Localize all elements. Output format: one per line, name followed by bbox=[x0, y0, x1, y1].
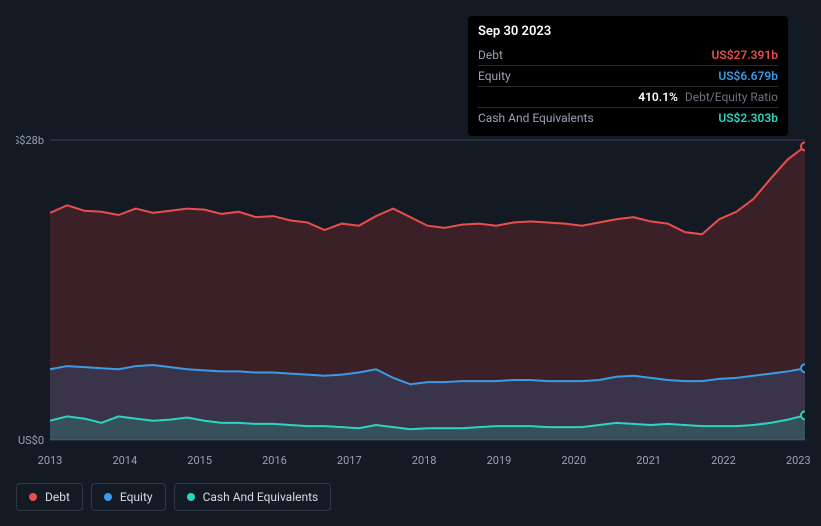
legend-item[interactable]: Cash And Equivalents bbox=[174, 483, 332, 511]
legend: Debt Equity Cash And Equivalents bbox=[16, 483, 331, 511]
legend-label: Debt bbox=[45, 490, 70, 504]
x-tick: 2014 bbox=[112, 454, 137, 467]
x-tick: 2018 bbox=[412, 454, 437, 467]
legend-label: Cash And Equivalents bbox=[203, 490, 319, 504]
chart-container: US$28bUS$0 20132014201520162017201820192… bbox=[16, 130, 805, 450]
legend-dot bbox=[187, 493, 195, 501]
legend-item[interactable]: Equity bbox=[91, 483, 166, 511]
tooltip-row: Cash And Equivalents US$2.303b bbox=[478, 107, 778, 128]
x-tick: 2015 bbox=[187, 454, 212, 467]
legend-dot bbox=[29, 493, 37, 501]
tooltip-rows: Debt US$27.391b Equity US$6.679b 410.1% Debt… bbox=[478, 45, 778, 128]
tooltip-row-label: Debt bbox=[478, 48, 503, 62]
x-tick: 2013 bbox=[38, 454, 63, 467]
x-tick: 2019 bbox=[487, 454, 512, 467]
svg-text:US$28b: US$28b bbox=[16, 134, 44, 147]
x-tick: 2020 bbox=[561, 454, 586, 467]
tooltip-row: Equity US$6.679b bbox=[478, 65, 778, 86]
tooltip-row: Debt US$27.391b bbox=[478, 45, 778, 65]
tooltip-date: Sep 30 2023 bbox=[478, 24, 778, 39]
x-tick: 2021 bbox=[636, 454, 661, 467]
legend-dot bbox=[104, 493, 112, 501]
tooltip-row: 410.1% Debt/Equity Ratio bbox=[478, 86, 778, 107]
tooltip-row-value: US$27.391b bbox=[712, 48, 779, 62]
tooltip-row-label: Cash And Equivalents bbox=[478, 111, 594, 125]
x-tick: 2023 bbox=[786, 454, 811, 467]
x-tick: 2016 bbox=[262, 454, 287, 467]
legend-item[interactable]: Debt bbox=[16, 483, 83, 511]
area-chart[interactable]: US$28b US$0 bbox=[16, 130, 805, 450]
x-tick: 2017 bbox=[337, 454, 362, 467]
x-tick: 2022 bbox=[711, 454, 736, 467]
tooltip-row-value: US$2.303b bbox=[718, 111, 778, 125]
svg-text:US$0: US$0 bbox=[18, 434, 44, 447]
legend-label: Equity bbox=[120, 490, 153, 504]
tooltip-row-value: US$6.679b bbox=[718, 69, 778, 83]
tooltip-row-value: 410.1% Debt/Equity Ratio bbox=[638, 90, 778, 104]
tooltip-row-label: Equity bbox=[478, 69, 511, 83]
chart-tooltip: Sep 30 2023 Debt US$27.391b Equity US$6.679… bbox=[468, 16, 788, 136]
